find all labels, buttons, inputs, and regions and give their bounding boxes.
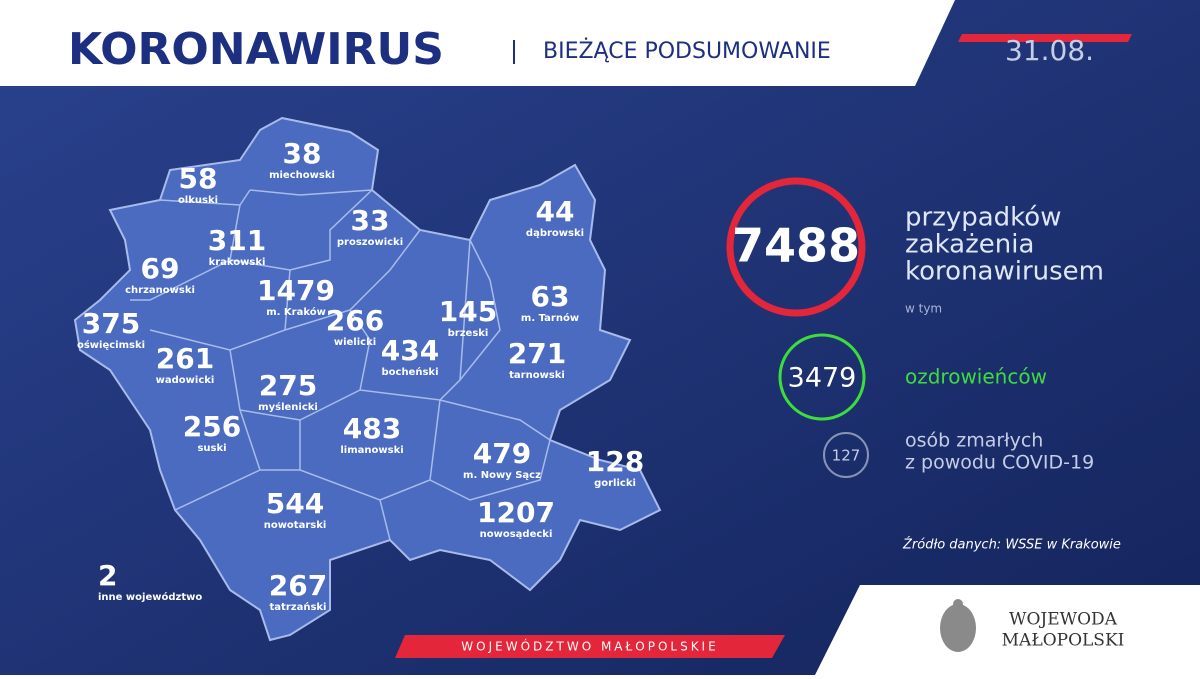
district-name: chrzanowski [125, 285, 195, 296]
logo-panel [815, 585, 1200, 675]
district-name: nowosądecki [480, 529, 553, 540]
district-count: 483 [343, 412, 401, 445]
district-count: 271 [508, 337, 566, 370]
district-name: brzeski [448, 328, 489, 339]
recovered-ring [778, 333, 866, 421]
district-name: krakowski [209, 257, 266, 268]
district-name: limanowski [340, 445, 403, 456]
source: Źródło danych: WSSE w Krakowie [902, 537, 1121, 553]
total-ring [726, 177, 866, 317]
district-name: tarnowski [509, 370, 565, 381]
district-count: 145 [439, 295, 497, 328]
district-count: 434 [381, 334, 439, 367]
deaths: 127 [832, 447, 861, 465]
district-name: oświęcimski [77, 339, 145, 351]
district-count: 311 [208, 224, 266, 257]
district-name: wadowicki [156, 375, 215, 386]
district-count: 69 [141, 252, 180, 285]
district-name: suski [197, 443, 226, 454]
recovered-label: ozdrowieńców [905, 365, 1047, 389]
district-name: m. Tarnów [521, 312, 579, 324]
date: 31.08. [1005, 34, 1094, 67]
district-count: 33 [351, 204, 390, 237]
district-count: 479 [473, 437, 531, 470]
district-name: inne województwo [98, 591, 202, 603]
district-name: m. Nowy Sącz [463, 470, 541, 481]
district-name: bocheński [381, 366, 438, 378]
district-count: 58 [179, 162, 218, 195]
subtitle: BIEŻĄCE PODSUMOWANIE [543, 38, 831, 64]
map [73, 116, 662, 642]
district-count: 267 [269, 569, 327, 602]
deaths-label: osób zmarłych [905, 430, 1043, 452]
including: w tym [905, 302, 942, 316]
district-name: dąbrowski [526, 228, 584, 239]
district-name: wielicki [334, 337, 376, 348]
total-label: koronawirusem [905, 257, 1104, 287]
total-label: zakażenia [905, 230, 1034, 260]
district-count: 1479 [257, 274, 335, 307]
district-count: 44 [536, 195, 575, 228]
district-count: 128 [586, 445, 644, 478]
district-name: tatrzański [270, 601, 327, 613]
deaths-label: z powodu COVID-19 [905, 452, 1094, 474]
district-count: 266 [326, 304, 384, 337]
header-band [0, 0, 955, 86]
district-borders [130, 189, 551, 541]
district-count: 375 [82, 307, 140, 340]
footer-band [395, 635, 785, 658]
district-name: olkuski [178, 195, 218, 206]
district-name: proszowicki [337, 237, 403, 248]
district-count: 63 [531, 280, 570, 313]
district-name: miechowski [269, 170, 335, 181]
recovered: 3479 [788, 363, 857, 394]
logo-text: MAŁOPOLSKI [1002, 631, 1125, 651]
title: KORONAWIRUS [68, 24, 444, 75]
total: 7488 [732, 219, 860, 273]
district-count: 261 [156, 342, 214, 375]
district-count: 1207 [477, 496, 555, 529]
logo-text: WOJEWODA [1009, 610, 1118, 630]
district-count: 275 [259, 369, 317, 402]
deaths-ring [823, 432, 869, 478]
district-name: myślenicki [258, 401, 318, 413]
district-count: 256 [183, 410, 241, 443]
header-accent [958, 34, 1132, 42]
eagle-emblem [940, 599, 976, 652]
district-count: 38 [283, 137, 322, 170]
total-label: przypadków [905, 203, 1061, 233]
footer-region: WOJEWÓDZTWO MAŁOPOLSKIE [461, 639, 718, 654]
district-name: m. Kraków [266, 306, 326, 318]
district-count: 2 [98, 559, 117, 592]
region-outline [73, 116, 662, 642]
district-name: gorlicki [594, 478, 636, 489]
district-count: 544 [266, 487, 324, 520]
district-name: nowotarski [264, 520, 327, 531]
